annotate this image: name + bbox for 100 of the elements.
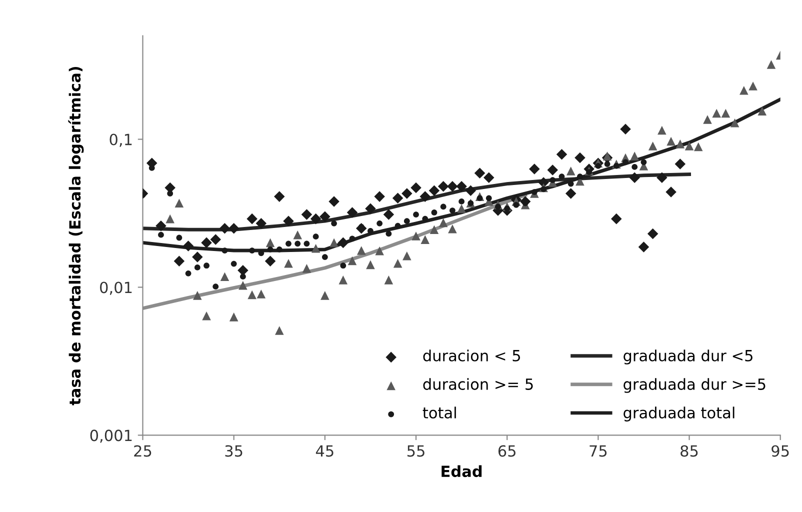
point [368, 228, 374, 234]
point [349, 236, 356, 242]
point [365, 203, 376, 214]
point [264, 256, 276, 267]
point [312, 234, 319, 240]
point [513, 202, 520, 208]
point [374, 191, 385, 202]
x-axis-title: Edad [442, 465, 482, 478]
point [449, 208, 456, 214]
point [568, 180, 574, 187]
point [286, 240, 292, 247]
point [376, 220, 383, 226]
point [346, 207, 358, 218]
point [447, 181, 458, 192]
point [210, 234, 222, 245]
point [383, 209, 394, 220]
legend-label: duracion >= 5 [423, 378, 533, 390]
legend-label: graduada dur >=5 [624, 378, 766, 393]
point [219, 222, 230, 234]
point [586, 169, 592, 176]
legend-label: total [422, 406, 456, 418]
point [328, 196, 340, 207]
point [176, 234, 182, 241]
point [474, 168, 486, 179]
point [420, 191, 430, 202]
x-tick-label: 85 [680, 445, 698, 457]
point [246, 213, 258, 224]
line-series [142, 98, 780, 252]
y-tick-label: 0,01 [100, 282, 132, 295]
point [404, 218, 410, 224]
point [666, 186, 676, 198]
point [483, 172, 494, 184]
point [238, 264, 248, 276]
point [194, 264, 200, 270]
point [410, 182, 422, 194]
point [228, 222, 240, 234]
point [402, 188, 412, 199]
point [240, 274, 246, 280]
point [185, 270, 192, 276]
point [438, 181, 449, 192]
point [577, 174, 583, 180]
point [267, 246, 274, 252]
point [540, 186, 546, 192]
x-tick-label: 65 [498, 445, 516, 457]
point [595, 163, 602, 169]
x-tick-label: 45 [316, 445, 334, 457]
point [547, 164, 558, 176]
point [322, 254, 328, 260]
legend-label: graduada dur <5 [624, 350, 752, 364]
point [386, 230, 392, 237]
point [604, 161, 610, 167]
point [338, 237, 349, 248]
point [274, 191, 285, 202]
point [556, 149, 568, 160]
y-tick-label: 0,001 [90, 430, 132, 443]
point [301, 209, 312, 220]
point [230, 260, 237, 267]
point [550, 177, 556, 184]
point [340, 262, 346, 269]
point [674, 158, 686, 170]
point [428, 185, 440, 196]
point [458, 198, 464, 204]
point [192, 252, 203, 262]
point [320, 211, 330, 222]
x-tick-label: 25 [134, 445, 152, 457]
point [611, 213, 622, 224]
point [256, 218, 267, 229]
x-tick-label: 95 [772, 445, 789, 457]
point [574, 152, 586, 164]
point [413, 212, 419, 218]
point [158, 232, 164, 238]
point [392, 192, 404, 204]
point [613, 163, 620, 169]
point [174, 256, 185, 267]
point [156, 220, 166, 232]
point [531, 189, 538, 195]
point [638, 242, 650, 252]
point [640, 159, 647, 166]
point [204, 262, 210, 269]
x-tick-label: 75 [590, 445, 607, 457]
legend-label: duracion < 5 [423, 350, 520, 362]
y-axis-title: tasa de mortalidad (Escala logarítmica) [68, 66, 84, 406]
point [558, 174, 565, 180]
point [495, 204, 501, 210]
point [465, 185, 476, 196]
point [486, 195, 492, 202]
point [167, 190, 174, 196]
point [656, 172, 668, 184]
point [276, 246, 282, 252]
point [331, 220, 337, 226]
point [283, 216, 294, 226]
point [222, 248, 228, 254]
point [201, 237, 212, 248]
point [440, 204, 446, 210]
point [310, 213, 322, 224]
point [629, 172, 640, 184]
point [632, 164, 638, 170]
point [456, 181, 467, 192]
y-tick-label: 0,1 [110, 134, 132, 147]
point [620, 124, 631, 135]
